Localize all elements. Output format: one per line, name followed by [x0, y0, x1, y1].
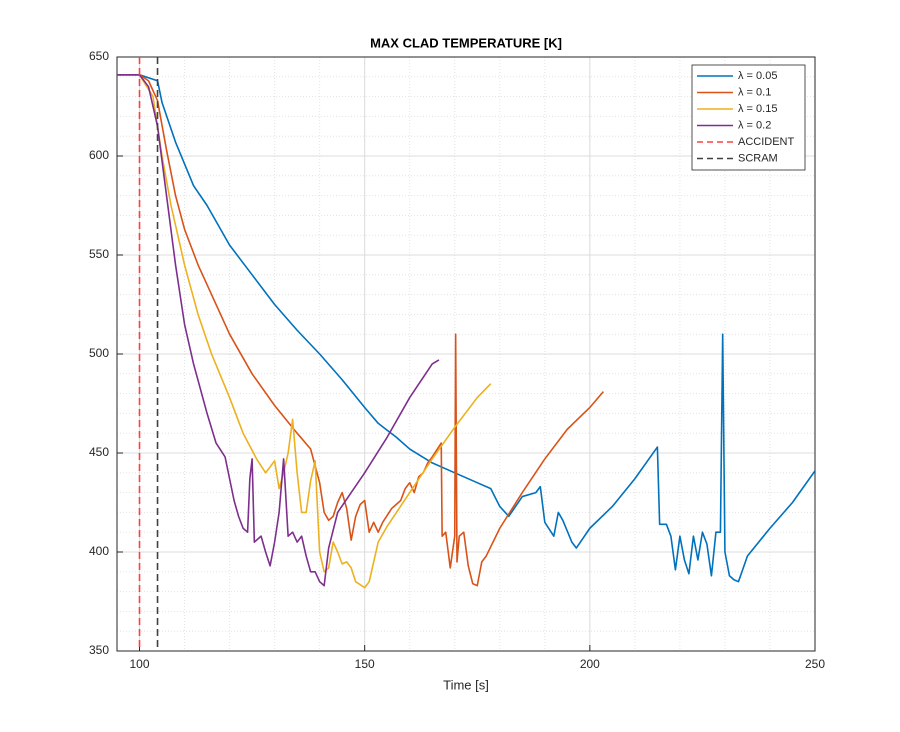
- y-tick-label: 450: [89, 445, 109, 459]
- legend-label: ACCIDENT: [738, 136, 795, 148]
- series-line: [117, 74, 440, 587]
- legend-label: λ = 0.15: [738, 103, 777, 115]
- y-tick-label: 650: [89, 49, 109, 63]
- legend-label: λ = 0.2: [738, 119, 771, 131]
- y-tick-label: 500: [89, 346, 109, 360]
- series-line: [117, 74, 815, 583]
- legend-label: λ = 0.05: [738, 70, 777, 82]
- series-line: [117, 74, 604, 587]
- x-tick-label: 100: [130, 657, 150, 671]
- legend-label: SCRAM: [738, 152, 778, 164]
- x-tick-label: 200: [580, 657, 600, 671]
- series-line: [117, 74, 492, 589]
- y-tick-label: 350: [89, 643, 109, 657]
- chart-title: MAX CLAD TEMPERATURE [K]: [370, 35, 562, 50]
- legend-box: [691, 64, 806, 171]
- x-axis-label: Time [s]: [443, 677, 489, 692]
- x-tick-label: 150: [355, 657, 375, 671]
- y-tick-label: 600: [89, 148, 109, 162]
- axes-box: [116, 56, 816, 652]
- y-tick-label: 400: [89, 544, 109, 558]
- legend-label: λ = 0.1: [738, 86, 771, 98]
- y-tick-label: 550: [89, 247, 109, 261]
- x-tick-label: 250: [805, 657, 825, 671]
